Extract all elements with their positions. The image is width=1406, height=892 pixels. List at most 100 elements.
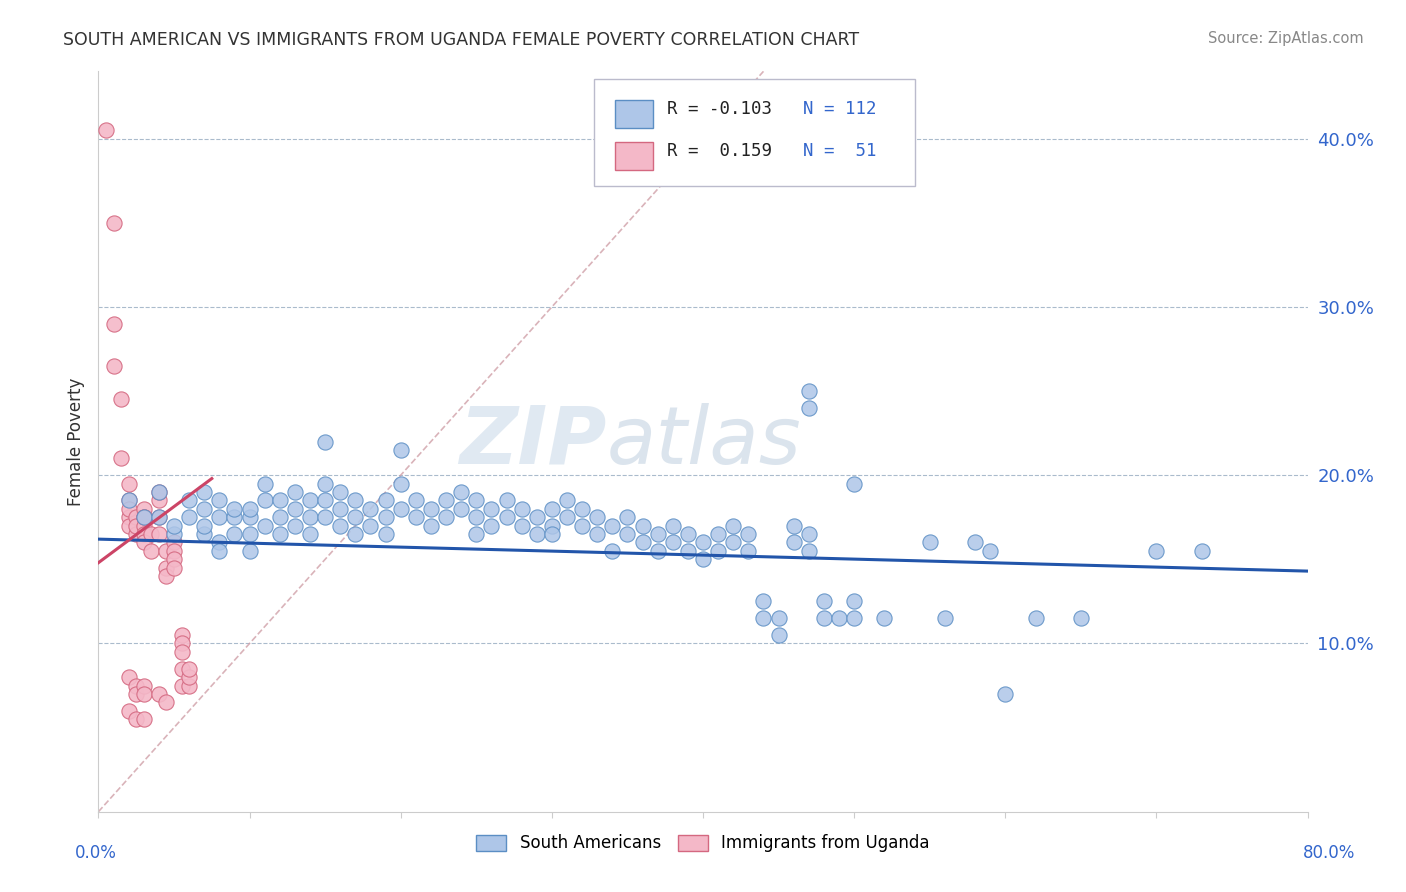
Point bbox=[723, 518, 745, 533]
Point bbox=[179, 493, 201, 508]
Point bbox=[179, 679, 201, 693]
Point bbox=[155, 569, 177, 583]
Point bbox=[103, 317, 125, 331]
Point bbox=[132, 535, 155, 549]
Point bbox=[179, 662, 201, 676]
Point bbox=[676, 544, 699, 558]
Point bbox=[707, 527, 730, 541]
Point bbox=[132, 510, 155, 524]
Point bbox=[163, 527, 186, 541]
Point bbox=[631, 518, 654, 533]
Point bbox=[141, 544, 163, 558]
Point bbox=[141, 527, 163, 541]
Point bbox=[193, 501, 215, 516]
Point bbox=[314, 434, 336, 449]
Point bbox=[783, 518, 806, 533]
Point bbox=[170, 679, 193, 693]
Point bbox=[465, 493, 488, 508]
Point bbox=[481, 518, 503, 533]
Point bbox=[647, 527, 669, 541]
Point bbox=[125, 527, 148, 541]
Point bbox=[132, 712, 155, 726]
Point bbox=[602, 518, 624, 533]
Point bbox=[284, 485, 307, 500]
Point bbox=[179, 670, 201, 684]
Point bbox=[118, 476, 141, 491]
Point bbox=[540, 518, 562, 533]
Point bbox=[994, 687, 1017, 701]
Point bbox=[571, 518, 593, 533]
Point bbox=[118, 670, 141, 684]
Point bbox=[979, 544, 1001, 558]
Point bbox=[193, 527, 215, 541]
Point bbox=[844, 611, 866, 625]
Point bbox=[420, 501, 443, 516]
Text: atlas: atlas bbox=[606, 402, 801, 481]
Point bbox=[1144, 544, 1167, 558]
Point bbox=[465, 527, 488, 541]
Point bbox=[170, 628, 193, 642]
Point bbox=[526, 527, 548, 541]
Point bbox=[299, 527, 322, 541]
Point bbox=[148, 510, 170, 524]
Point bbox=[434, 493, 457, 508]
Point bbox=[125, 510, 148, 524]
Point bbox=[465, 510, 488, 524]
Point bbox=[329, 518, 352, 533]
Point bbox=[132, 687, 155, 701]
Point bbox=[555, 510, 578, 524]
Point bbox=[239, 501, 262, 516]
Point bbox=[360, 518, 382, 533]
Point bbox=[314, 476, 336, 491]
FancyBboxPatch shape bbox=[614, 142, 654, 169]
Point bbox=[661, 518, 683, 533]
Point bbox=[692, 552, 714, 566]
Point bbox=[405, 510, 427, 524]
Point bbox=[299, 493, 322, 508]
Legend: South Americans, Immigrants from Uganda: South Americans, Immigrants from Uganda bbox=[470, 828, 936, 859]
Point bbox=[661, 535, 683, 549]
Point bbox=[125, 679, 148, 693]
Point bbox=[170, 662, 193, 676]
Point bbox=[155, 544, 177, 558]
Point bbox=[752, 611, 775, 625]
Point bbox=[374, 493, 396, 508]
Point bbox=[314, 493, 336, 508]
Point bbox=[873, 611, 896, 625]
Point bbox=[1191, 544, 1213, 558]
Text: N =  51: N = 51 bbox=[803, 143, 877, 161]
Point bbox=[148, 485, 170, 500]
Point bbox=[148, 687, 170, 701]
Point bbox=[103, 216, 125, 230]
Point bbox=[179, 510, 201, 524]
Text: ZIP: ZIP bbox=[458, 402, 606, 481]
Point bbox=[148, 510, 170, 524]
Point bbox=[844, 594, 866, 608]
Point bbox=[510, 501, 533, 516]
Point bbox=[299, 510, 322, 524]
Point bbox=[360, 501, 382, 516]
Point bbox=[389, 501, 412, 516]
Point bbox=[631, 535, 654, 549]
Point bbox=[571, 501, 593, 516]
Point bbox=[118, 704, 141, 718]
Point bbox=[797, 527, 820, 541]
Point bbox=[434, 510, 457, 524]
Point bbox=[540, 501, 562, 516]
Point bbox=[224, 501, 246, 516]
Point bbox=[208, 510, 231, 524]
Point bbox=[314, 510, 336, 524]
Point bbox=[1070, 611, 1092, 625]
Point bbox=[329, 501, 352, 516]
Point bbox=[269, 493, 291, 508]
Point bbox=[103, 359, 125, 373]
Text: N = 112: N = 112 bbox=[803, 100, 877, 118]
Point bbox=[768, 628, 790, 642]
Y-axis label: Female Poverty: Female Poverty bbox=[67, 377, 86, 506]
Point bbox=[239, 510, 262, 524]
Point bbox=[752, 594, 775, 608]
Point bbox=[813, 594, 835, 608]
Point bbox=[797, 401, 820, 415]
Point bbox=[420, 518, 443, 533]
Point bbox=[389, 442, 412, 457]
